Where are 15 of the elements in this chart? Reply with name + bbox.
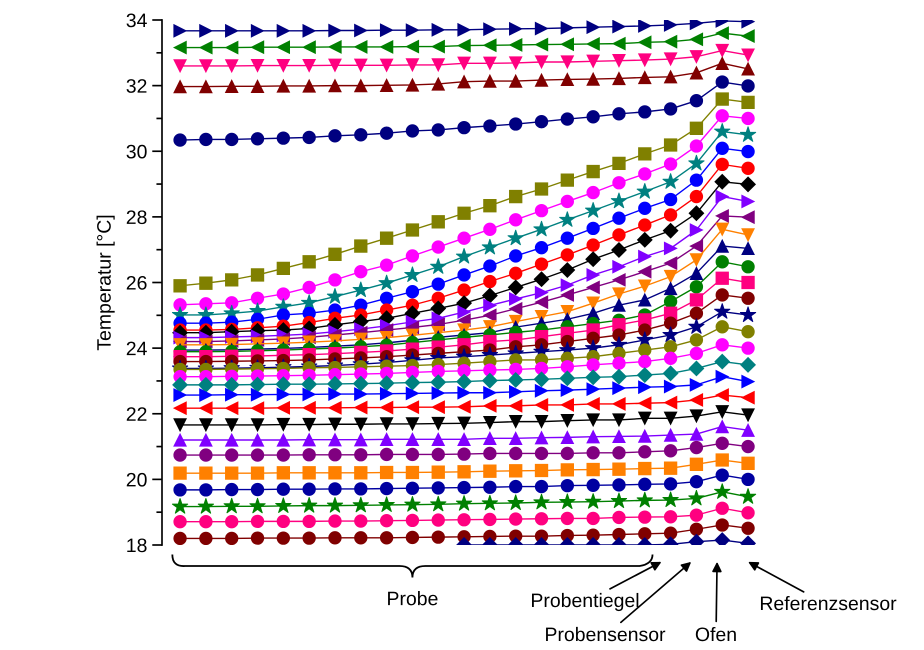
text: Probe	[388, 591, 438, 606]
y-tick-label: 26	[126, 276, 147, 290]
y-tick-label: 18	[127, 538, 147, 552]
text: Ofen	[696, 626, 736, 642]
y-tick-label: 24	[126, 342, 147, 356]
text: Probentiegel	[532, 592, 638, 612]
y-tick-label: 20	[126, 472, 147, 487]
y-tick-label: 30	[126, 144, 147, 158]
text: Probensensor	[546, 626, 666, 642]
text: Referenzsensor	[760, 596, 896, 610]
y-axis-title: Temperatur [°C]	[96, 216, 115, 350]
y-tick-label: 28	[126, 210, 147, 224]
y-tick-label: 32	[126, 79, 146, 93]
y-tick-label: 34	[126, 13, 147, 28]
y-tick-label: 22	[126, 407, 146, 421]
